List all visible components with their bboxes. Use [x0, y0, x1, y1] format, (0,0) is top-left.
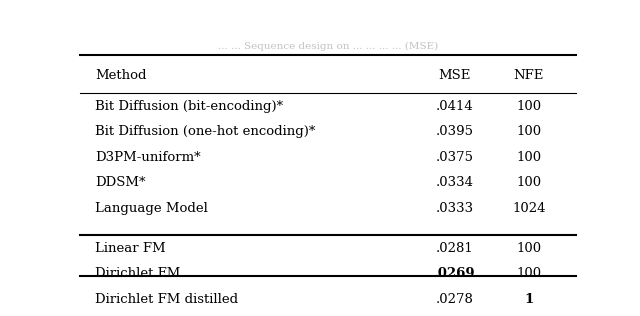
- Text: 1024: 1024: [512, 202, 546, 215]
- Text: DDSM*: DDSM*: [95, 176, 145, 189]
- Text: ... ... Sequence design on ... ... ... ... (MSE): ... ... Sequence design on ... ... ... .…: [218, 42, 438, 51]
- Text: Dirichlet FM: Dirichlet FM: [95, 267, 180, 280]
- Text: .0414: .0414: [436, 100, 474, 112]
- Text: NFE: NFE: [514, 69, 544, 82]
- Text: .0375: .0375: [435, 151, 474, 164]
- Text: Linear FM: Linear FM: [95, 242, 166, 255]
- Text: Method: Method: [95, 69, 147, 82]
- Text: D3PM-uniform*: D3PM-uniform*: [95, 151, 200, 164]
- Text: Bit Diffusion (one-hot encoding)*: Bit Diffusion (one-hot encoding)*: [95, 125, 316, 138]
- Text: .0269: .0269: [434, 267, 476, 280]
- Text: Bit Diffusion (bit-encoding)*: Bit Diffusion (bit-encoding)*: [95, 100, 283, 112]
- Text: .0281: .0281: [436, 242, 474, 255]
- Text: 100: 100: [516, 125, 541, 138]
- Text: MSE: MSE: [438, 69, 470, 82]
- Text: Language Model: Language Model: [95, 202, 208, 215]
- Text: Dirichlet FM distilled: Dirichlet FM distilled: [95, 293, 238, 306]
- Text: .0333: .0333: [435, 202, 474, 215]
- Text: 100: 100: [516, 151, 541, 164]
- Text: 100: 100: [516, 176, 541, 189]
- Text: 100: 100: [516, 242, 541, 255]
- Text: 100: 100: [516, 100, 541, 112]
- Text: .0395: .0395: [435, 125, 474, 138]
- Text: .0334: .0334: [435, 176, 474, 189]
- Text: 100: 100: [516, 267, 541, 280]
- Text: 1: 1: [524, 293, 534, 306]
- Text: .0278: .0278: [436, 293, 474, 306]
